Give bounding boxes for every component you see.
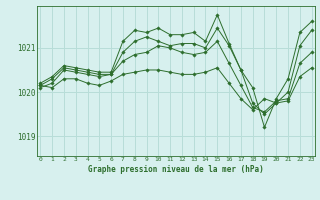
X-axis label: Graphe pression niveau de la mer (hPa): Graphe pression niveau de la mer (hPa)	[88, 165, 264, 174]
